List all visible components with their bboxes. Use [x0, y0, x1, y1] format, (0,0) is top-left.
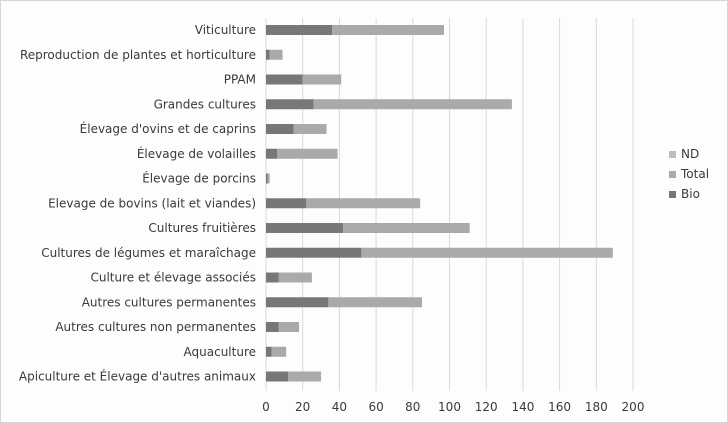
- category-label: Cultures de légumes et maraîchage: [41, 246, 256, 260]
- x-tick-label: 100: [438, 400, 461, 414]
- bar-bio: [266, 198, 307, 209]
- x-tick-label: 60: [368, 400, 383, 414]
- bar-total: [271, 346, 287, 357]
- legend-swatch-total: [669, 171, 676, 178]
- bar-total: [267, 173, 270, 184]
- legend-swatch-bio: [669, 191, 676, 198]
- bar-bio: [266, 371, 289, 382]
- category-label: Autres cultures non permanentes: [55, 320, 256, 334]
- x-tick-label: 0: [262, 400, 270, 414]
- x-tick-label: 160: [548, 400, 571, 414]
- bar-bio: [266, 25, 333, 35]
- x-tick-label: 140: [511, 400, 534, 414]
- bar-bio: [266, 223, 344, 233]
- bar-bio: [266, 297, 329, 308]
- x-tick-label: 80: [405, 400, 420, 414]
- category-label: Élevage d'ovins et de caprins: [80, 121, 256, 136]
- legend-label: Bio: [681, 187, 700, 201]
- bar-bio: [266, 49, 270, 60]
- bar-bio: [266, 346, 272, 357]
- bar-total: [313, 99, 512, 110]
- category-label: Élevage de porcins: [142, 171, 256, 186]
- bar-total: [343, 223, 470, 233]
- x-tick-label: 20: [295, 400, 310, 414]
- bar-bio: [266, 148, 278, 159]
- bar-bio: [266, 173, 268, 184]
- legend-swatch-nd: [669, 151, 676, 158]
- x-tick-label: 200: [622, 400, 645, 414]
- legend-label: ND: [681, 147, 699, 161]
- bar-total: [278, 322, 300, 332]
- category-label: Autres cultures permanentes: [82, 295, 256, 309]
- bar-bio: [266, 247, 362, 258]
- category-label: Élevage de volailles: [137, 146, 256, 161]
- bar-total: [361, 247, 613, 258]
- category-label: Viticulture: [195, 23, 256, 37]
- bar-total: [332, 25, 444, 35]
- x-tick-label: 120: [475, 400, 498, 414]
- category-label: Elevage de bovins (lait et viandes): [48, 196, 256, 210]
- bar-total: [328, 297, 422, 308]
- bar-total: [293, 124, 327, 134]
- bar-bio: [266, 99, 314, 110]
- category-label: Apiculture et Élevage d'autres animaux: [19, 369, 256, 384]
- bar-bio: [266, 124, 294, 134]
- bar-total: [288, 371, 322, 382]
- category-label: Aquaculture: [184, 345, 256, 359]
- category-label: Cultures fruitières: [148, 221, 256, 235]
- bar-bio: [266, 272, 279, 283]
- bar-bio: [266, 74, 303, 85]
- bar-bio: [266, 322, 279, 332]
- bar-total: [302, 74, 342, 85]
- category-label: PPAM: [224, 73, 256, 87]
- bar-total: [269, 49, 283, 60]
- bar-total: [278, 272, 312, 283]
- bar-total: [306, 198, 421, 209]
- category-label: Reproduction de plantes et horticulture: [20, 48, 256, 62]
- x-tick-label: 40: [332, 400, 347, 414]
- category-label: Culture et élevage associés: [90, 271, 256, 285]
- x-tick-label: 180: [585, 400, 608, 414]
- category-label: Grandes cultures: [154, 97, 256, 111]
- legend-label: Total: [680, 167, 709, 181]
- bar-total: [277, 148, 338, 159]
